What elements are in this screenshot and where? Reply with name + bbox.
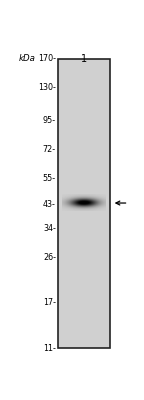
Text: 34-: 34-: [43, 224, 56, 234]
Text: 95-: 95-: [43, 116, 56, 125]
Text: 11-: 11-: [43, 344, 56, 353]
Text: kDa: kDa: [18, 54, 35, 63]
Text: 26-: 26-: [43, 253, 56, 262]
Text: 17-: 17-: [43, 298, 56, 307]
Text: 1: 1: [81, 54, 87, 64]
Text: 170-: 170-: [38, 54, 56, 63]
Text: 43-: 43-: [43, 200, 56, 209]
Text: 55-: 55-: [43, 174, 56, 182]
Text: 130-: 130-: [38, 83, 56, 92]
Bar: [58, 59, 109, 348]
Text: 72-: 72-: [43, 145, 56, 154]
